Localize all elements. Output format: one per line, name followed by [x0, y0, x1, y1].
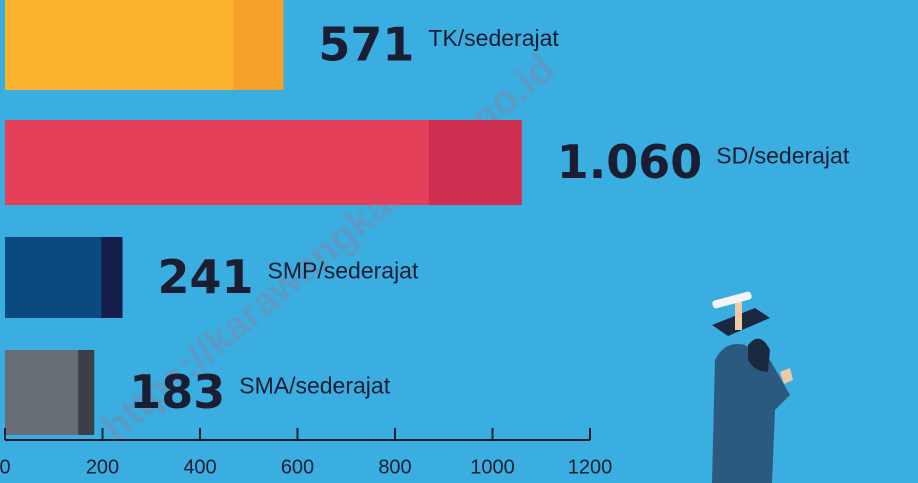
x-tick-label: 1000 — [470, 456, 515, 478]
value-label: 241 — [157, 250, 253, 304]
value-label: 183 — [129, 365, 225, 419]
x-tick-label: 200 — [86, 456, 119, 478]
bar-shade — [78, 350, 95, 435]
bar-shade — [233, 0, 284, 90]
bar-shade — [101, 237, 123, 318]
value-label: 571 — [318, 18, 414, 72]
x-tick-label: 600 — [281, 456, 314, 478]
category-label: SMP/sederajat — [268, 258, 419, 284]
x-tick-label: 0 — [0, 456, 11, 478]
value-label: 1.060 — [557, 135, 703, 189]
x-tick-label: 800 — [378, 456, 411, 478]
bar-shade — [428, 120, 522, 205]
category-label: TK/sederajat — [428, 25, 559, 51]
category-label: SD/sederajat — [716, 143, 850, 169]
x-tick-label: 1200 — [568, 456, 613, 478]
graduate-figure — [712, 291, 793, 483]
category-label: SMA/sederajat — [239, 373, 390, 399]
x-tick-label: 400 — [183, 456, 216, 478]
